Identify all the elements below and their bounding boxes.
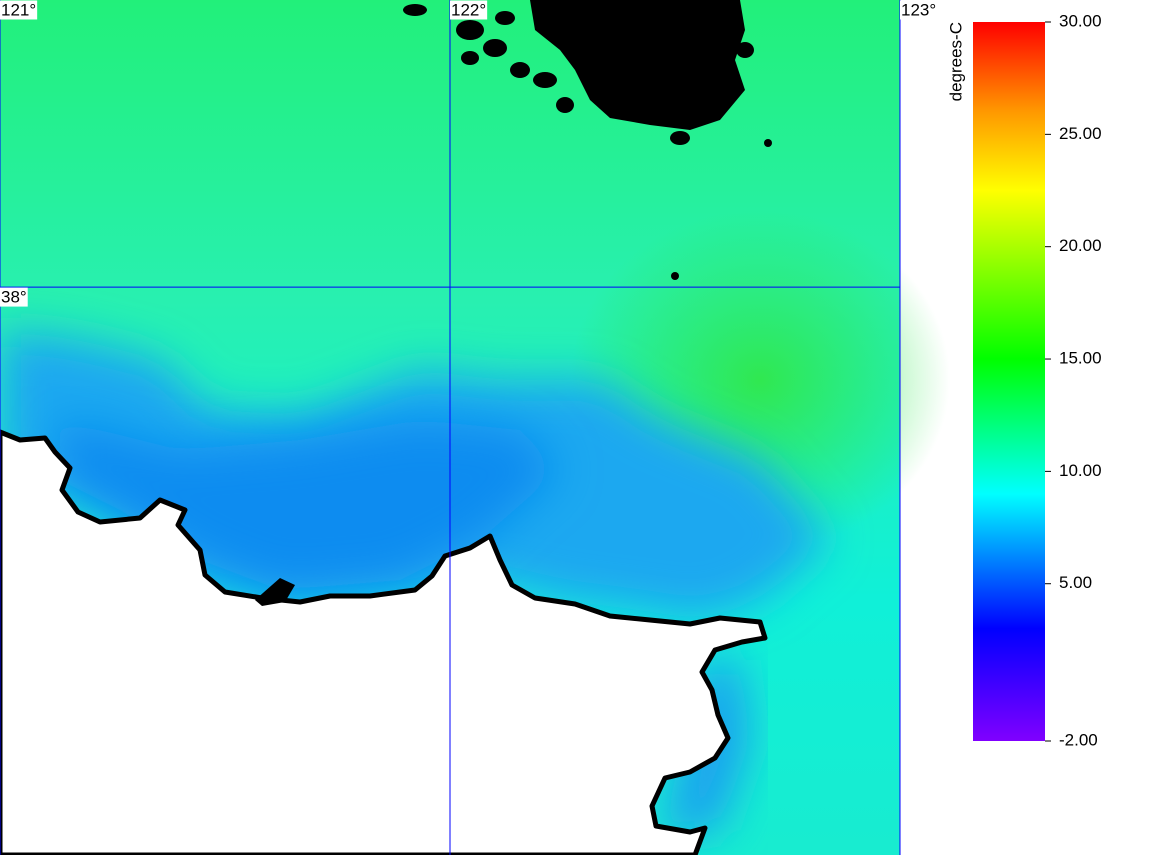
lat-label: 38° [1, 288, 27, 307]
colorbar [973, 22, 1045, 741]
colorbar-tick-label: -2.00 [1059, 730, 1098, 749]
colorbar-tick-label: 10.00 [1059, 461, 1102, 480]
lon-label: 122° [451, 0, 486, 19]
cloud-patches [403, 4, 772, 280]
graticule [0, 0, 901, 855]
graticule-labels: 121° 122° 123° 38° [0, 0, 938, 307]
clouds [530, 0, 745, 130]
colorbar-tick-label: 20.00 [1059, 236, 1102, 255]
land [0, 429, 768, 855]
sst-image [0, 0, 950, 855]
label-box [0, 287, 28, 307]
label-box [450, 0, 488, 20]
colorbar-tick-label: 25.00 [1059, 124, 1102, 143]
colorbar-tick-label: 5.00 [1059, 573, 1092, 592]
colorbar-tick-label: 15.00 [1059, 349, 1102, 368]
label-box [0, 0, 38, 20]
label-box [900, 0, 938, 20]
lon-label: 123° [901, 0, 936, 19]
lon-label: 121° [1, 0, 36, 19]
colorbar-label: degrees-C [946, 22, 965, 101]
colorbar-ticks: 30.00 25.00 20.00 15.00 10.00 5.00 -2.00 [1045, 11, 1102, 749]
island [255, 578, 295, 606]
colorbar-tick-label: 30.00 [1059, 11, 1102, 30]
